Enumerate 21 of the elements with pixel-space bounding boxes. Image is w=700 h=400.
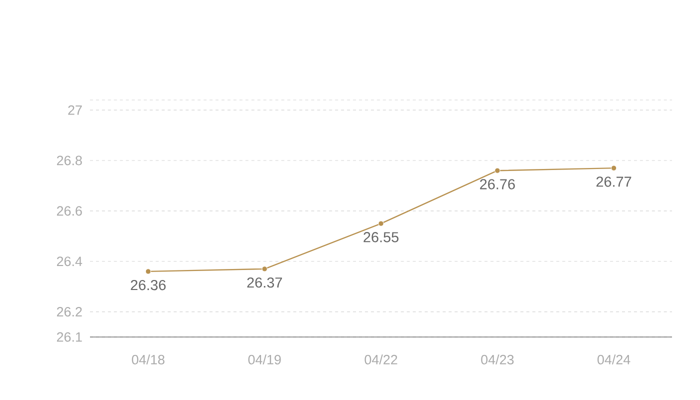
x-tick-label: 04/23	[481, 354, 514, 364]
y-tick-label: 26.6	[56, 206, 82, 216]
data-label: 26.55	[364, 232, 398, 242]
y-tick-label: 26.1	[56, 332, 82, 342]
x-tick-label: 04/22	[364, 354, 398, 364]
data-label: 26.36	[130, 280, 166, 290]
data-label: 26.37	[247, 277, 282, 288]
y-tick-label: 26.2	[56, 307, 82, 317]
x-tick-label: 04/18	[132, 354, 164, 364]
point	[378, 220, 384, 226]
point	[262, 266, 268, 272]
x-tick-label: 04/24	[598, 354, 630, 364]
data-label: 26.77	[596, 176, 632, 187]
y-tick-label: 26.4	[56, 256, 82, 266]
point	[610, 165, 617, 171]
y-tick-label: 27	[68, 105, 82, 115]
point	[494, 168, 500, 174]
x-tick-label: 04/19	[248, 354, 281, 364]
y-tick-label: 26.8	[56, 156, 82, 166]
point	[145, 268, 152, 274]
data-label: 26.76	[480, 179, 515, 190]
